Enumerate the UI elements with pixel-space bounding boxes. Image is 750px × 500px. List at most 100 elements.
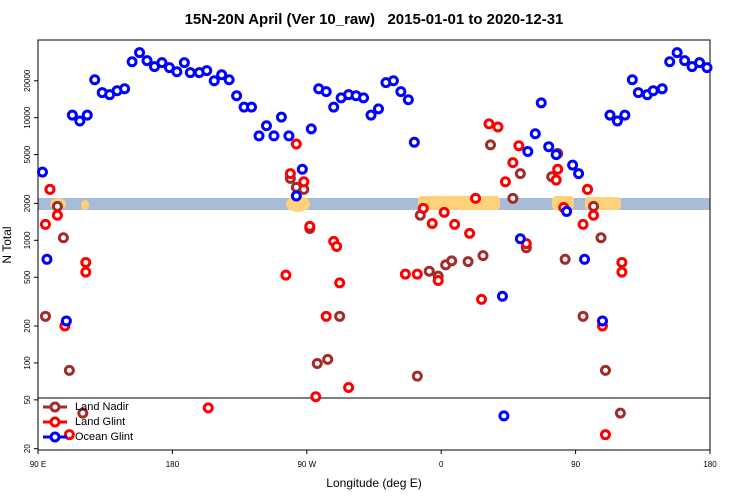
point xyxy=(449,218,461,230)
point xyxy=(290,138,302,150)
point xyxy=(60,315,72,327)
band xyxy=(38,198,710,210)
point xyxy=(343,382,355,394)
point xyxy=(476,293,488,305)
legend-label: Ocean Glint xyxy=(75,431,133,443)
point xyxy=(399,268,411,280)
point xyxy=(417,202,429,214)
x-tick-label: 90 E xyxy=(30,460,46,469)
y-axis-label: N Total xyxy=(0,226,14,263)
point xyxy=(614,407,626,419)
point xyxy=(588,200,600,212)
point xyxy=(694,57,706,69)
sampling-band xyxy=(38,196,710,212)
point xyxy=(184,67,196,79)
point xyxy=(616,256,628,268)
legend-marker xyxy=(49,416,61,428)
point xyxy=(701,62,713,74)
point xyxy=(599,429,611,441)
point xyxy=(514,233,526,245)
point xyxy=(63,429,75,441)
point xyxy=(126,56,138,68)
y-tick-label: 100 xyxy=(23,356,32,370)
point xyxy=(616,266,628,278)
point xyxy=(604,109,616,121)
legend-label: Land Nadir xyxy=(75,401,129,413)
point xyxy=(595,232,607,244)
point xyxy=(63,364,75,376)
point xyxy=(311,357,323,369)
y-tick-label: 1000 xyxy=(23,231,32,249)
point xyxy=(57,232,69,244)
x-tick-label: 0 xyxy=(439,460,444,469)
point xyxy=(331,241,343,253)
point xyxy=(483,118,495,130)
point xyxy=(51,200,63,212)
point xyxy=(464,227,476,239)
point xyxy=(567,159,579,171)
band-blob xyxy=(418,196,500,210)
point xyxy=(320,86,332,98)
point xyxy=(438,206,450,218)
point xyxy=(216,69,228,81)
point xyxy=(44,183,56,195)
point xyxy=(365,109,377,121)
series xyxy=(39,139,626,419)
point xyxy=(156,57,168,69)
point xyxy=(543,141,555,153)
point xyxy=(611,115,623,127)
point xyxy=(202,402,214,414)
y-tick-label: 200 xyxy=(23,319,32,333)
point xyxy=(283,130,295,142)
point xyxy=(561,205,573,217)
point xyxy=(535,97,547,109)
point xyxy=(550,149,562,161)
point xyxy=(66,109,78,121)
point xyxy=(492,121,504,133)
point xyxy=(275,111,287,123)
point xyxy=(260,120,272,132)
point xyxy=(334,310,346,322)
point xyxy=(89,74,101,86)
y-tick-label: 2000 xyxy=(23,194,32,212)
point xyxy=(477,250,489,262)
point xyxy=(446,255,458,267)
point xyxy=(304,220,316,232)
point xyxy=(372,103,384,115)
y-tick-label: 10000 xyxy=(23,106,32,129)
point xyxy=(582,183,594,195)
point xyxy=(552,163,564,175)
point xyxy=(320,310,332,322)
point xyxy=(141,55,153,67)
point xyxy=(41,253,53,265)
point xyxy=(246,101,258,113)
point xyxy=(507,157,519,169)
point xyxy=(208,75,220,87)
band-blob xyxy=(81,200,89,210)
point xyxy=(290,190,302,202)
point xyxy=(573,168,585,180)
point xyxy=(81,109,93,121)
y-tick-label: 5000 xyxy=(23,145,32,163)
point xyxy=(529,128,541,140)
point xyxy=(80,256,92,268)
y-tick-label: 20 xyxy=(23,444,32,453)
chart-title: 15N-20N April (Ver 10_raw) 2015-01-01 to… xyxy=(185,11,564,28)
y-tick-label: 50 xyxy=(23,395,32,404)
point xyxy=(358,92,370,104)
x-tick-label: 180 xyxy=(703,460,717,469)
point xyxy=(579,253,591,265)
point xyxy=(656,83,668,95)
point xyxy=(402,94,414,106)
point xyxy=(496,290,508,302)
y-tick-label: 500 xyxy=(23,270,32,284)
point xyxy=(426,218,438,230)
x-tick-label: 90 W xyxy=(297,460,316,469)
point xyxy=(679,55,691,67)
point xyxy=(119,83,131,95)
point xyxy=(74,115,86,127)
y-tick-label: 20000 xyxy=(23,69,32,92)
point xyxy=(298,176,310,188)
point xyxy=(171,66,183,78)
